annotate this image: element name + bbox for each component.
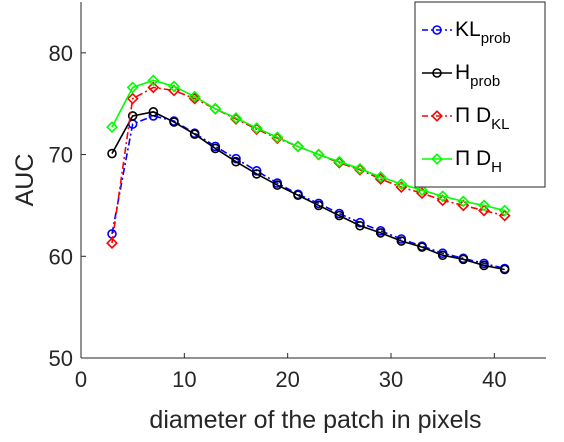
data-point bbox=[312, 148, 325, 161]
legend-entry: KLprob bbox=[422, 18, 511, 47]
data-point bbox=[250, 122, 263, 135]
data-point bbox=[313, 200, 324, 211]
data-point bbox=[375, 228, 386, 238]
data-point bbox=[147, 81, 160, 94]
data-point bbox=[396, 236, 407, 246]
data-point bbox=[437, 250, 448, 261]
data-point bbox=[292, 140, 304, 153]
data-point bbox=[498, 204, 511, 217]
data-point bbox=[272, 180, 283, 190]
data-point bbox=[251, 169, 262, 179]
data-point bbox=[188, 92, 201, 105]
data-point bbox=[230, 112, 242, 124]
x-tick-label: 30 bbox=[379, 367, 403, 392]
data-point bbox=[436, 190, 449, 203]
data-point bbox=[334, 210, 345, 221]
x-axis-label: diameter of the patch in pixels bbox=[149, 406, 481, 434]
data-point bbox=[374, 171, 387, 183]
x-tick-label: 10 bbox=[172, 367, 196, 392]
series-layer bbox=[106, 74, 511, 275]
data-point bbox=[355, 220, 365, 231]
data-point bbox=[127, 111, 138, 121]
legend-entry: Π DH bbox=[422, 147, 502, 176]
data-point bbox=[188, 90, 201, 103]
data-point bbox=[169, 117, 179, 127]
data-point bbox=[395, 178, 408, 190]
legend-marker-swatch bbox=[431, 153, 443, 165]
data-point bbox=[478, 204, 490, 217]
legend-label: Π DH bbox=[455, 147, 502, 176]
legend-label: Hprob bbox=[455, 61, 500, 90]
data-point bbox=[333, 155, 346, 168]
legend-marker-swatch bbox=[432, 25, 442, 35]
data-point bbox=[498, 209, 511, 222]
legend-marker-swatch bbox=[431, 110, 443, 122]
legend: KLprob Hprob Π DKL Π DH bbox=[414, 1, 546, 188]
data-point bbox=[107, 148, 117, 159]
data-point bbox=[417, 242, 427, 252]
legend-marker-swatch bbox=[432, 68, 442, 78]
legend-label: Π DKL bbox=[455, 104, 510, 133]
y-tick-label: 70 bbox=[49, 143, 73, 168]
data-point bbox=[231, 156, 241, 167]
data-point bbox=[293, 190, 303, 201]
legend-entry: Π DKL bbox=[422, 104, 510, 133]
data-point bbox=[416, 184, 428, 197]
y-tick-label: 60 bbox=[49, 244, 73, 269]
axes: 0 10 20 30 40 50 60 70 80 diameter of the patch i… bbox=[11, 2, 546, 434]
x-tick-label: 0 bbox=[75, 367, 87, 392]
series-4 bbox=[106, 74, 511, 217]
data-point bbox=[106, 121, 118, 134]
data-point bbox=[458, 254, 469, 265]
y-tick-label: 80 bbox=[49, 41, 73, 66]
data-point bbox=[271, 131, 284, 144]
legend-box bbox=[414, 1, 546, 188]
y-axis-label: AUC bbox=[11, 154, 39, 207]
data-point bbox=[478, 199, 490, 212]
data-point bbox=[210, 143, 221, 154]
data-point bbox=[147, 74, 160, 87]
data-point bbox=[148, 107, 159, 117]
data-point bbox=[499, 264, 510, 275]
x-tick-label: 40 bbox=[482, 367, 506, 392]
data-point bbox=[189, 129, 200, 140]
legend-label: KLprob bbox=[455, 18, 511, 47]
legend-entry: Hprob bbox=[422, 61, 500, 90]
data-point bbox=[209, 102, 222, 115]
data-point bbox=[106, 237, 118, 249]
x-tick-label: 20 bbox=[275, 367, 299, 392]
data-point bbox=[168, 80, 180, 93]
data-point bbox=[355, 217, 365, 228]
data-point bbox=[354, 162, 366, 175]
data-point bbox=[126, 92, 139, 105]
y-tick-label: 50 bbox=[49, 346, 73, 371]
data-point bbox=[457, 195, 470, 208]
series-2 bbox=[107, 107, 510, 275]
data-point bbox=[479, 260, 489, 271]
data-point bbox=[126, 81, 139, 94]
